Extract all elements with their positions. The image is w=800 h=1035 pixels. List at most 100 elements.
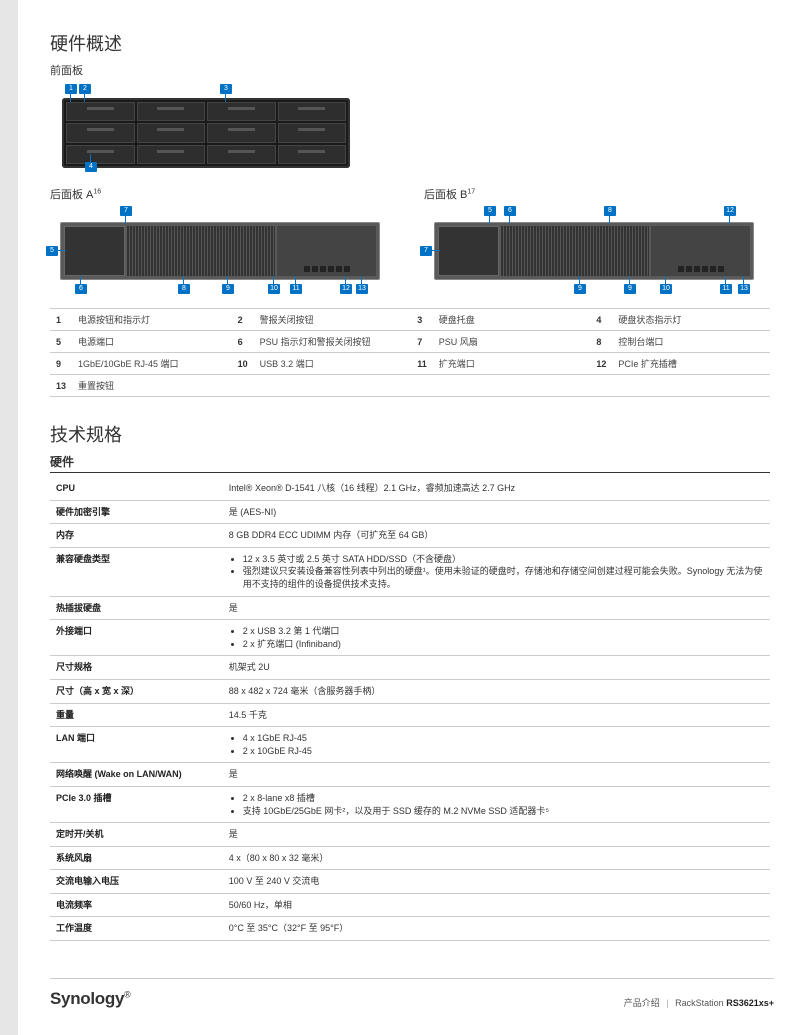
callout-badge: 13 [738,284,750,294]
spec-value: 100 V 至 240 V 交流电 [223,870,770,894]
hardware-overview-title: 硬件概述 [50,30,770,56]
spec-category-hardware: 硬件 [50,453,770,473]
brand-text: Synology [50,989,124,1008]
spec-row: 硬件加密引擎是 (AES-NI) [50,500,770,524]
callout-badge: 12 [724,206,736,216]
drive-bay [137,123,206,142]
drive-bay [207,102,276,121]
callout-badge: 7 [120,206,132,216]
callout-badge: 9 [624,284,636,294]
callout-badge: 1 [65,84,77,94]
spec-row: 尺寸（高 x 宽 x 深）88 x 482 x 724 毫米（含服务器手柄） [50,679,770,703]
drive-bay [207,123,276,142]
spec-value: 是 [223,763,770,787]
spec-key: 系统风扇 [50,846,223,870]
spec-value-item: 12 x 3.5 英寸或 2.5 英寸 SATA HDD/SSD（不含硬盘） [243,553,764,566]
spec-value-item: 2 x 10GbE RJ-45 [243,745,764,758]
drive-bay-grid [62,98,350,168]
legend-label: 硬盘托盘 [433,309,591,331]
legend-num: 11 [411,353,433,375]
spec-value: 4 x（80 x 80 x 32 毫米） [223,846,770,870]
callout-badge: 10 [268,284,280,294]
page-footer: Synology® 产品介绍 | RackStation RS3621xs+ [50,978,774,1009]
spec-value: 2 x 8-lane x8 插槽支持 10GbE/25GbE 网卡²，以及用于 … [223,786,770,822]
callout-badge: 12 [340,284,352,294]
footer-right: 产品介绍 | RackStation RS3621xs+ [624,996,774,1009]
psu-block [438,226,499,276]
legend-label: 硬盘状态指示灯 [612,309,770,331]
spec-key: 交流电输入电压 [50,870,223,894]
legend-row: 91GbE/10GbE RJ-45 端口10USB 3.2 端口11扩充端口12… [50,353,770,375]
spec-value: 是 [223,596,770,620]
legend-num: 5 [50,331,72,353]
tech-spec-section: 技术规格 硬件 CPUIntel® Xeon® D-1541 八核（16 线程）… [50,421,770,941]
rear-panel-b-figure: 56789910111213 [424,206,770,296]
legend-row: 13重置按钮 [50,375,770,397]
callout-badge: 11 [290,284,302,294]
legend-label: 重置按钮 [72,375,232,397]
spec-value: Intel® Xeon® D-1541 八核（16 线程）2.1 GHz，睿频加… [223,477,770,500]
rear-a-text: 后面板 A [50,189,93,201]
legend-label: PSU 风扇 [433,331,591,353]
psu-block [64,226,125,276]
spec-value: 是 (AES-NI) [223,500,770,524]
legend-row: 1电源按钮和指示灯2警报关闭按钮3硬盘托盘4硬盘状态指示灯 [50,309,770,331]
spec-value: 0°C 至 35°C（32°F 至 95°F） [223,917,770,941]
callout-badge: 5 [484,206,496,216]
rear-panel-a-label: 后面板 A16 [50,186,396,202]
callout-badge: 8 [178,284,190,294]
spec-value: 2 x USB 3.2 第 1 代端口2 x 扩充端口 (Infiniband) [223,620,770,656]
legend-label: PSU 指示灯和警报关闭按钮 [254,331,412,353]
spec-key: 工作温度 [50,917,223,941]
drive-bay [137,145,206,164]
spec-key: CPU [50,477,223,500]
spec-row: 定时开/关机是 [50,823,770,847]
rear-a-device [60,222,380,280]
vent-block [501,226,649,276]
spec-key: 外接端口 [50,620,223,656]
drive-bay [278,145,347,164]
spec-row: LAN 端口4 x 1GbE RJ-452 x 10GbE RJ-45 [50,727,770,763]
spec-row: 兼容硬盘类型12 x 3.5 英寸或 2.5 英寸 SATA HDD/SSD（不… [50,547,770,596]
legend-label: USB 3.2 端口 [254,353,412,375]
drive-bay [66,102,135,121]
spec-key: PCIe 3.0 插槽 [50,786,223,822]
spec-value-item: 支持 10GbE/25GbE 网卡²，以及用于 SSD 缓存的 M.2 NVMe… [243,805,764,818]
spec-row: 交流电输入电压100 V 至 240 V 交流电 [50,870,770,894]
legend-num: 9 [50,353,72,375]
spec-row: 外接端口2 x USB 3.2 第 1 代端口2 x 扩充端口 (Infinib… [50,620,770,656]
legend-num: 7 [411,331,433,353]
spec-row: 内存8 GB DDR4 ECC UDIMM 内存（可扩充至 64 GB） [50,524,770,548]
spec-key: 尺寸（高 x 宽 x 深） [50,679,223,703]
callout-badge: 11 [720,284,732,294]
rear-panel-b-label: 后面板 B17 [424,186,770,202]
spec-value-item: 4 x 1GbE RJ-45 [243,732,764,745]
vent-block [127,226,275,276]
front-device-box [62,98,350,168]
spec-key: 硬件加密引擎 [50,500,223,524]
legend-num: 8 [590,331,612,353]
spec-value-item: 强烈建议只安装设备兼容性列表中列出的硬盘¹。使用未验证的硬盘时，存储池和存储空间… [243,565,764,590]
spec-value: 8 GB DDR4 ECC UDIMM 内存（可扩充至 64 GB） [223,524,770,548]
legend-row: 5电源端口6PSU 指示灯和警报关闭按钮7PSU 风扇8控制台端口 [50,331,770,353]
callout-badge: 8 [604,206,616,216]
spec-row: 重量14.5 千克 [50,703,770,727]
callout-badge: 13 [356,284,368,294]
footer-series: RackStation [675,998,724,1008]
rear-b-device [434,222,754,280]
spec-value: 4 x 1GbE RJ-452 x 10GbE RJ-45 [223,727,770,763]
callout-badge: 4 [85,162,97,172]
footer-model: RS3621xs+ [726,998,774,1008]
spec-key: 重量 [50,703,223,727]
drive-bay [66,145,135,164]
legend-num: 6 [232,331,254,353]
spec-value: 14.5 千克 [223,703,770,727]
legend-label: 扩充端口 [433,353,591,375]
spec-key: LAN 端口 [50,727,223,763]
rear-panel-a-figure: 5678910111213 [50,206,396,296]
drive-bay [278,102,347,121]
side-accent-bar [0,0,18,1035]
spec-value-item: 2 x 扩充端口 (Infiniband) [243,638,764,651]
legend-num: 3 [411,309,433,331]
brand-logo: Synology® [50,989,130,1009]
